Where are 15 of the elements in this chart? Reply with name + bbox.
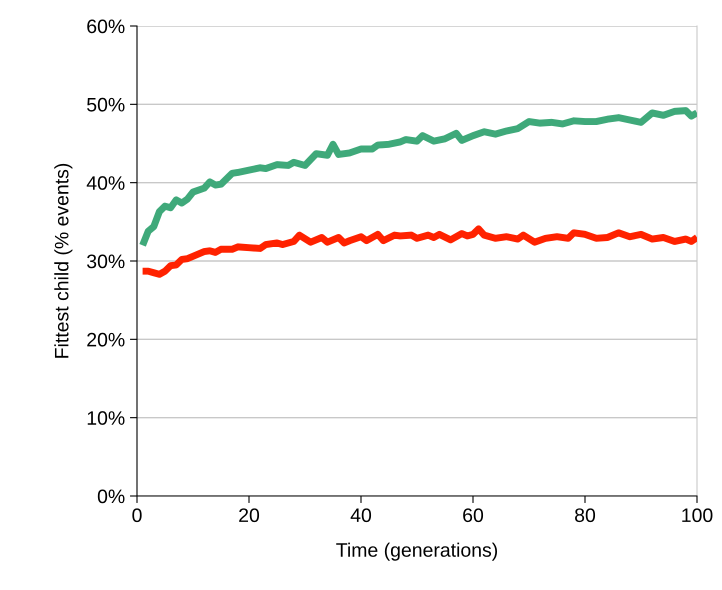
y-tick-label: 10% (88, 411, 125, 425)
x-tick-label: 80 (575, 508, 596, 522)
y-axis-title: Fittest child (% events) (54, 164, 72, 358)
y-tick-label: 50% (87, 98, 125, 112)
y-tick-label: 30% (87, 254, 125, 268)
y-tick-label: 20% (87, 332, 125, 347)
y-tick-label: 0% (98, 489, 125, 504)
x-tick-label: 20 (239, 508, 260, 522)
x-tick-label: 100 (682, 508, 712, 522)
x-tick-label: 40 (350, 508, 372, 522)
y-tick-label: 40% (86, 176, 125, 190)
x-tick-label: 60 (463, 508, 484, 522)
x-axis-title: Time (generations) (336, 542, 498, 561)
x-tick-label: 0 (132, 508, 142, 522)
y-tick-label: 60% (87, 19, 125, 34)
